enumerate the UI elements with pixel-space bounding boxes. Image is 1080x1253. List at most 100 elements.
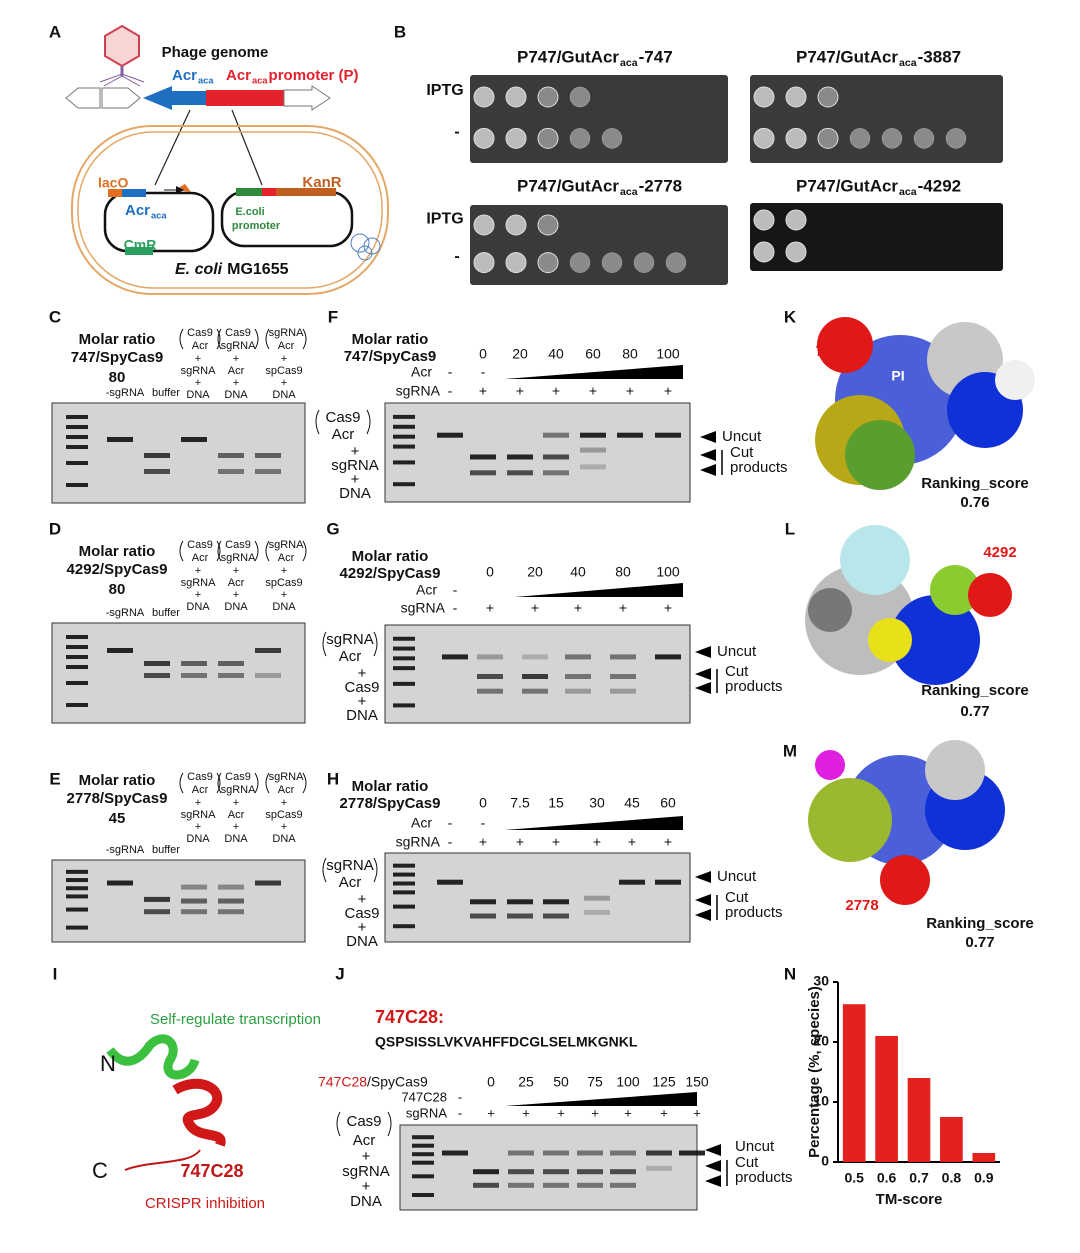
- arrowhead: [695, 682, 711, 694]
- label: 747C28: [180, 1161, 243, 1181]
- label: Cut: [735, 1154, 759, 1171]
- label: -: [453, 582, 458, 598]
- label: -: [454, 123, 459, 140]
- ladder-band: [393, 460, 415, 465]
- ladder-band: [66, 681, 88, 685]
- label: 747C28: [318, 1074, 367, 1090]
- ladder-band: [66, 415, 88, 419]
- arrowhead: [705, 1144, 721, 1156]
- gel-band: [437, 432, 463, 438]
- ladder-band: [66, 703, 88, 707]
- label: -4292: [918, 176, 961, 195]
- ladder-band: [66, 645, 88, 649]
- gel-band: [144, 661, 170, 666]
- label: 40: [548, 346, 564, 362]
- label: IPTG: [426, 211, 463, 228]
- label: +: [233, 797, 239, 809]
- label: -: [448, 364, 453, 380]
- colony-spot: [569, 128, 591, 149]
- ladder-band: [412, 1143, 434, 1148]
- label: sgRNA: [269, 771, 305, 783]
- label: 0: [479, 346, 487, 362]
- label: C: [92, 1158, 108, 1183]
- label: 30: [589, 795, 605, 811]
- colony-spot: [537, 127, 559, 149]
- colony-spot: [785, 241, 807, 263]
- label: Cas9: [344, 905, 379, 922]
- bar: [875, 1036, 898, 1162]
- label: Ranking_score: [921, 682, 1029, 699]
- label: +: [362, 1148, 371, 1165]
- label: buffer: [152, 387, 180, 399]
- label: Acr: [228, 577, 245, 589]
- label: 2778/SpyCas9: [340, 795, 441, 812]
- label: Acr: [226, 67, 251, 84]
- label: +: [358, 665, 367, 682]
- plate: [750, 203, 1003, 271]
- label: Cas9: [187, 327, 213, 339]
- bracket: [179, 328, 221, 350]
- gel-band: [255, 648, 281, 653]
- colony-spot: [537, 86, 559, 108]
- label: 747: [815, 343, 840, 360]
- ladder-band: [412, 1160, 434, 1165]
- label: +: [281, 589, 287, 601]
- panel-label: F: [328, 307, 338, 326]
- label: sgRNA: [396, 383, 441, 399]
- label: KanR: [302, 174, 341, 191]
- label: 75: [587, 1074, 603, 1090]
- label: +: [358, 891, 367, 908]
- bar: [842, 1004, 866, 1162]
- label: 0: [487, 1074, 495, 1090]
- label: +: [281, 797, 287, 809]
- label: Acr: [192, 784, 209, 796]
- colony-spot: [569, 86, 591, 108]
- label: Acr: [192, 340, 209, 352]
- subscript: aca: [620, 57, 638, 69]
- gel-band: [610, 688, 636, 694]
- label: Acr: [192, 552, 209, 564]
- gel-band: [255, 453, 281, 458]
- label: +: [619, 600, 627, 616]
- label: 100: [656, 346, 680, 362]
- colony-spot: [505, 127, 527, 149]
- label: Acr: [416, 582, 437, 598]
- ladder-band: [393, 681, 415, 686]
- gel-band: [507, 454, 533, 460]
- gel-band: [107, 437, 133, 442]
- label: Cas9: [344, 679, 379, 696]
- label: Molar ratio: [79, 331, 156, 348]
- label: products: [725, 904, 783, 921]
- arrowhead: [700, 464, 716, 476]
- label: sgRNA: [406, 1105, 448, 1120]
- bracket: [179, 772, 221, 794]
- label: +: [351, 443, 360, 460]
- bracket: [322, 857, 378, 883]
- ladder-band: [393, 434, 415, 439]
- colony-spot: [473, 252, 495, 274]
- gel-band: [646, 1150, 672, 1156]
- x-tick-label: 0.9: [974, 1170, 994, 1186]
- colony-spot: [601, 252, 623, 273]
- label: +: [522, 1105, 530, 1120]
- label: +: [626, 383, 634, 399]
- label: Acr: [278, 784, 295, 796]
- label: -: [458, 1105, 462, 1120]
- label: +: [233, 565, 239, 577]
- y-axis-title: Percentage (%, species): [806, 986, 823, 1158]
- label: -: [454, 248, 459, 265]
- colony-spot: [785, 127, 807, 149]
- label: sgRNA: [269, 539, 305, 551]
- label: Acr: [278, 340, 295, 352]
- label: -sgRNA: [106, 607, 145, 619]
- arrowhead: [695, 646, 711, 658]
- gel-band: [610, 1169, 636, 1175]
- label: P747/GutAcr: [517, 47, 619, 66]
- label: 80: [109, 369, 126, 386]
- label: +: [516, 383, 524, 399]
- gel-band: [543, 1169, 569, 1175]
- gel-band: [218, 884, 244, 890]
- label: +: [660, 1105, 668, 1120]
- colony-spot: [473, 86, 495, 108]
- gel-band: [655, 654, 681, 660]
